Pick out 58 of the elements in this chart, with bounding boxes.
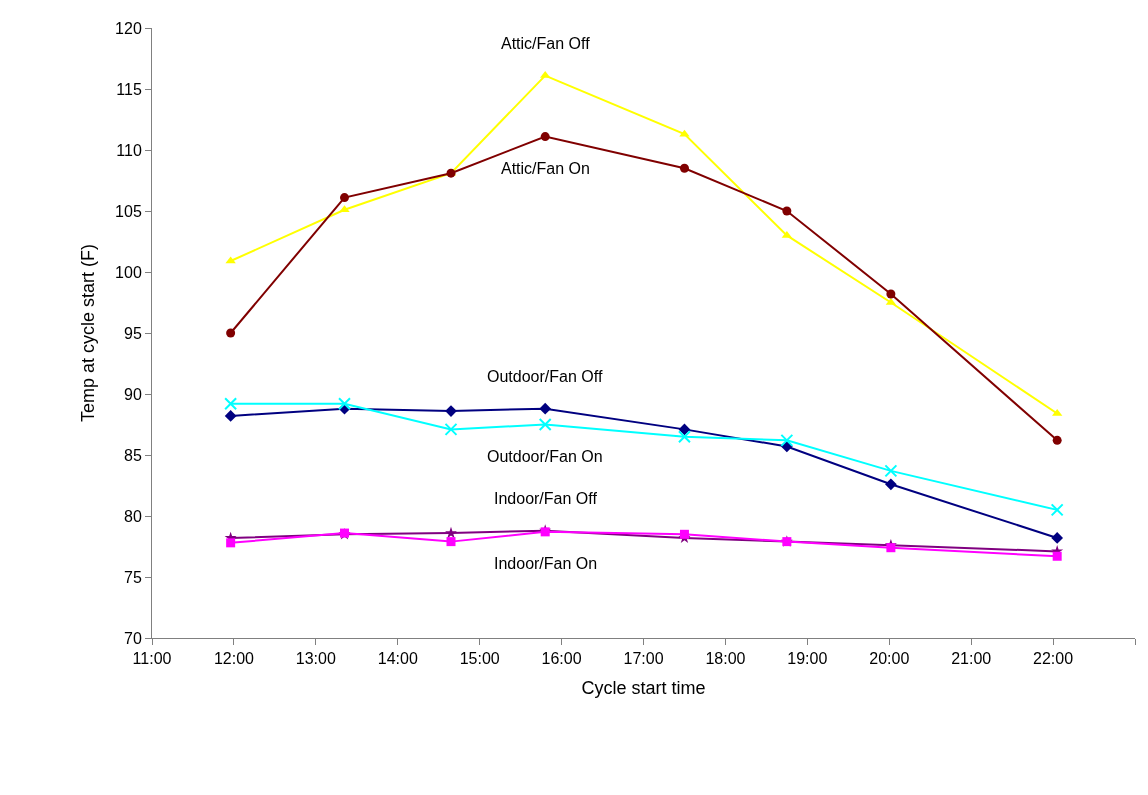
point [1052,435,1062,445]
point [780,433,794,447]
series-label: Indoor/Fan Off [494,490,598,507]
series-label: Attic/Fan Off [501,35,591,52]
point [679,529,689,539]
point [1050,503,1064,517]
y-tick-label: 75 [124,568,142,586]
point [226,328,236,338]
point [340,193,349,203]
point [884,464,898,478]
point [886,289,896,299]
y-tick-label: 110 [116,141,142,159]
point [445,526,457,539]
point [1052,551,1062,561]
point [226,538,236,548]
point [224,410,237,422]
point [224,397,238,411]
x-tick-label: 12:00 [213,650,255,668]
y-tick-label: 90 [124,385,142,403]
y-tick-label: 115 [116,80,142,98]
point [782,206,792,216]
point [1051,532,1064,544]
x-tick-label: 16:00 [541,650,582,668]
y-tick-label: 120 [115,19,142,37]
x-tick-label: 19:00 [787,650,828,668]
y-tick-label: 105 [115,202,142,220]
point [338,397,351,411]
point [677,430,691,444]
series-label: Indoor/Fan On [494,555,598,572]
point [444,422,458,436]
point [540,132,550,142]
y-tick-label: 80 [124,507,142,525]
point [539,402,552,415]
x-tick-label: 11:00 [132,650,172,668]
point [885,478,897,491]
x-tick-label: 21:00 [951,650,992,668]
x-tick-label: 20:00 [869,650,910,668]
y-tick-label: 70 [124,629,142,647]
point [339,205,350,213]
x-tick-label: 15:00 [459,650,500,668]
y-tick-label: 95 [124,324,142,342]
point [678,423,691,436]
y-tick-label: 100 [115,263,142,281]
point [679,163,689,173]
x-tick-label: 13:00 [295,650,336,668]
series-label: Outdoor/Fan On [487,448,603,465]
series-label: Outdoor/Fan Off [487,368,603,385]
x-tick-label: 17:00 [623,650,664,668]
y-tick-label: 85 [124,446,142,464]
y-axis-title: Temp at cycle start (F) [78,243,99,423]
x-tick-label: 22:00 [1033,650,1074,668]
point [886,543,896,553]
x-tick-label: 14:00 [377,650,418,668]
point [446,537,456,547]
x-axis-title: Cycle start time [581,678,706,699]
x-tick-label: 18:00 [705,650,746,668]
series-label: Attic/Fan On [501,160,590,177]
point [538,418,552,431]
